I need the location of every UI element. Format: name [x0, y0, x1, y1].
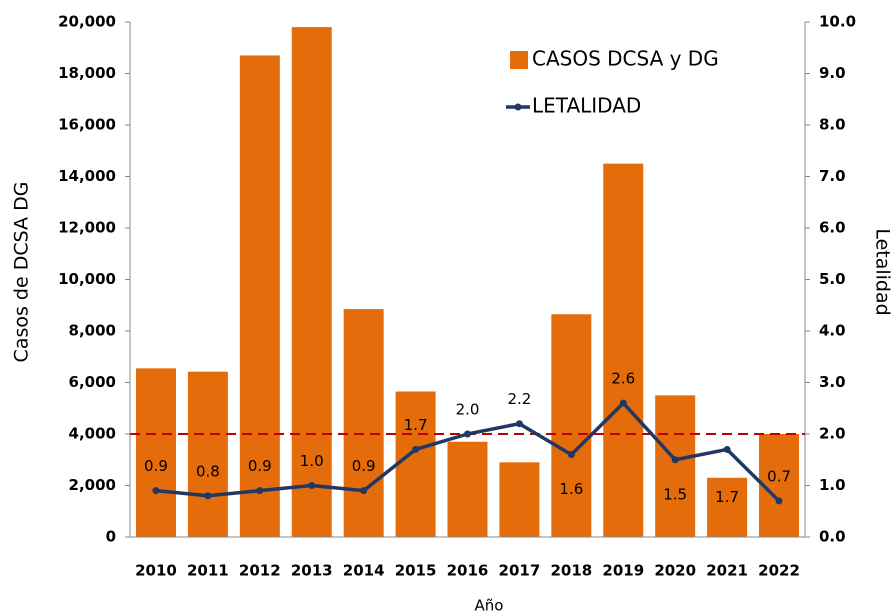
x-tick-label: 2022 [758, 562, 800, 580]
y-axis-title: Casos de DCSA DG [11, 182, 33, 363]
data-label: 0.9 [352, 457, 376, 475]
data-label: 1.5 [663, 485, 687, 503]
x-tick-label: 2012 [239, 562, 281, 580]
y-tick-label: 6,000 [69, 373, 116, 391]
bar [187, 371, 228, 537]
x-tick-label: 2017 [499, 562, 541, 580]
y-tick-label: 8,000 [69, 322, 116, 340]
data-label: 2.2 [507, 390, 531, 408]
legend-swatch [514, 103, 522, 111]
x-tick-label: 2013 [291, 562, 333, 580]
line-point [619, 399, 627, 407]
y-tick-label: 2,000 [69, 476, 116, 494]
y2-axis-title: Letalidad [872, 228, 894, 315]
bar [603, 163, 644, 537]
y2-tick-label: 8.0 [819, 116, 846, 134]
line-point [308, 482, 316, 489]
y2-tick-label: 5.0 [819, 270, 846, 288]
line-point [152, 487, 160, 495]
y-tick-label: 12,000 [58, 219, 116, 237]
y2-tick-label: 2.0 [819, 425, 846, 443]
x-tick-label: 2019 [602, 562, 644, 580]
data-label: 0.9 [144, 457, 168, 475]
bar [343, 309, 384, 537]
x-tick-label: 2021 [706, 562, 748, 580]
x-tick-label: 2014 [343, 562, 385, 580]
x-tick-label: 2020 [654, 562, 696, 580]
data-label: 1.0 [300, 452, 324, 470]
bar [395, 391, 436, 537]
data-label: 0.7 [767, 467, 791, 485]
bar [135, 368, 176, 537]
data-label: 1.7 [404, 416, 428, 434]
y2-tick-label: 6.0 [819, 219, 846, 237]
y2-tick-label: 3.0 [819, 373, 846, 391]
y2-tick-label: 4.0 [819, 322, 846, 340]
legend-label: CASOS DCSA y DG [532, 47, 719, 71]
line-point [775, 497, 783, 505]
bar [291, 27, 332, 538]
data-label: 1.7 [715, 488, 739, 506]
y2-tick-label: 0.0 [819, 528, 846, 546]
bar [239, 55, 280, 537]
x-axis-title: Año [475, 597, 504, 615]
bar [551, 314, 592, 537]
line-point [204, 492, 212, 500]
y-tick-label: 16,000 [58, 116, 116, 134]
y-tick-label: 10,000 [58, 270, 116, 288]
bar [707, 477, 748, 537]
line-point [567, 451, 575, 459]
data-label: 0.9 [248, 457, 272, 475]
x-tick-label: 2016 [447, 562, 489, 580]
line-point [360, 487, 368, 495]
x-tick-label: 2010 [135, 562, 177, 580]
legend-label: LETALIDAD [532, 94, 641, 118]
y2-tick-label: 9.0 [819, 64, 846, 82]
data-label: 0.8 [196, 462, 220, 480]
y-tick-label: 4,000 [69, 425, 116, 443]
y-tick-label: 20,000 [58, 13, 116, 31]
data-label: 2.0 [456, 401, 480, 419]
data-label: 1.6 [559, 480, 583, 498]
y2-tick-label: 10.0 [819, 13, 856, 31]
line-point [412, 445, 420, 453]
line-point [723, 445, 731, 453]
line-point [464, 430, 471, 438]
data-label: 2.6 [611, 370, 635, 388]
bar [447, 441, 488, 537]
y-tick-label: 0 [106, 528, 116, 546]
line-point [256, 487, 264, 495]
y2-tick-label: 7.0 [819, 167, 846, 185]
legend-swatch [510, 51, 528, 69]
x-tick-label: 2015 [395, 562, 437, 580]
y-tick-label: 14,000 [58, 167, 116, 185]
x-tick-label: 2018 [550, 562, 592, 580]
line-point [671, 456, 679, 464]
x-tick-label: 2011 [187, 562, 229, 580]
line-point [515, 420, 523, 428]
y2-tick-label: 1.0 [819, 476, 846, 494]
bar [499, 462, 540, 537]
bar [655, 395, 696, 537]
y-tick-label: 18,000 [58, 64, 116, 82]
